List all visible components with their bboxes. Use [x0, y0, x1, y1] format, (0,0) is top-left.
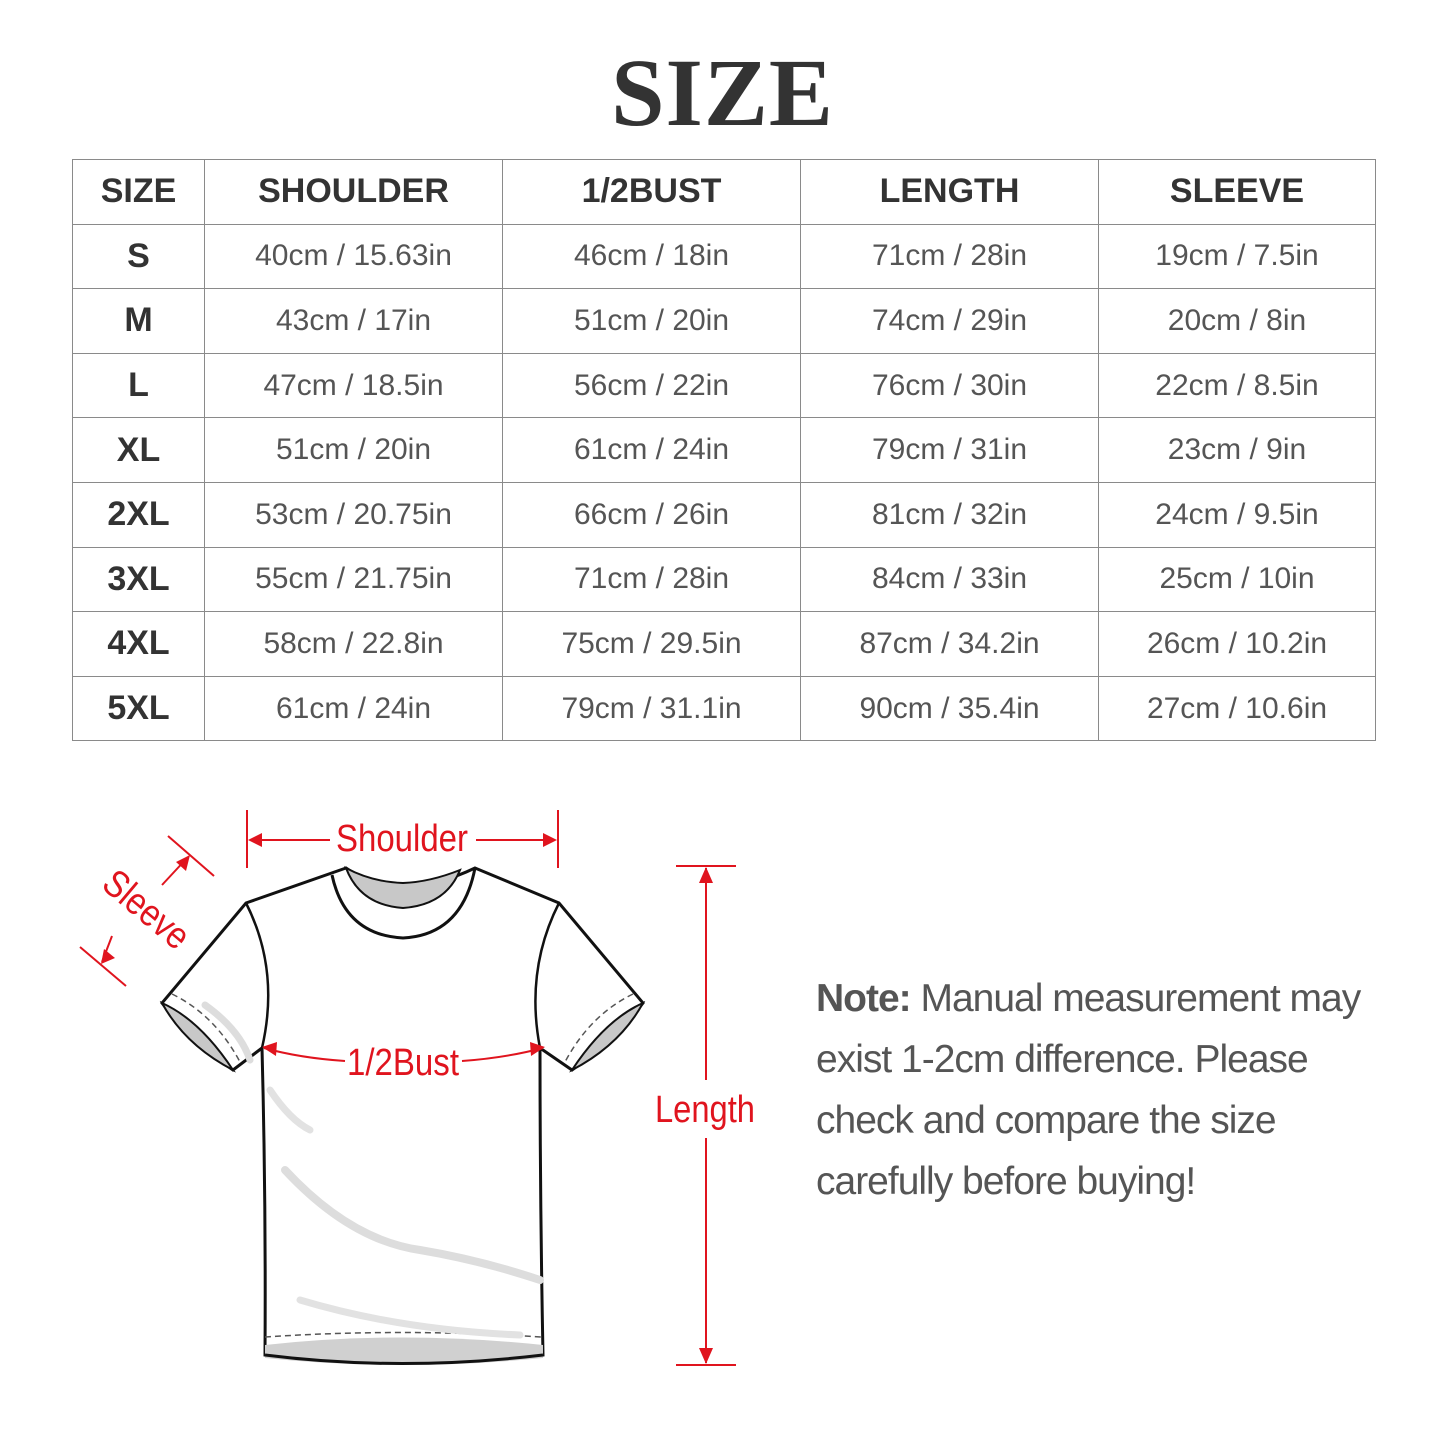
column-header: SIZE [72, 159, 205, 225]
measurement-cell: 66cm / 26in [502, 481, 801, 548]
table-row: 5XL 61cm / 24in 79cm / 31.1in 90cm / 35.4in… [72, 675, 1376, 742]
table-row: 2XL 53cm / 20.75in 66cm / 26in 81cm / 32in 2… [72, 481, 1376, 548]
measurement-cell: 51cm / 20in [204, 417, 503, 483]
size-table: SIZE SHOULDER 1/2BUST LENGTH SLEEVE S 40cm / … [72, 159, 1376, 742]
measurement-cell: 47cm / 18.5in [204, 352, 503, 419]
column-header: LENGTH [800, 159, 1099, 225]
size-cell: L [72, 352, 205, 419]
measurement-cell: 90cm / 35.4in [800, 675, 1099, 742]
measurement-cell: 56cm / 22in [502, 352, 801, 419]
measurement-cell: 25cm / 10in [1098, 546, 1376, 613]
tshirt-illustration [159, 865, 646, 1365]
table-row: M 43cm / 17in 51cm / 20in 74cm / 29in 20cm /… [72, 288, 1376, 354]
measurement-cell: 23cm / 9in [1098, 417, 1376, 483]
note-text: Note: Manual measurement may exist 1-2cm… [816, 968, 1396, 1212]
table-row: 3XL 55cm / 21.75in 71cm / 28in 84cm / 33in 2… [72, 546, 1376, 613]
measurement-cell: 79cm / 31in [800, 417, 1099, 483]
measurement-cell: 61cm / 24in [502, 417, 801, 483]
measurement-cell: 26cm / 10.2in [1098, 611, 1376, 677]
measurement-cell: 71cm / 28in [502, 546, 801, 613]
measurement-cell: 84cm / 33in [800, 546, 1099, 613]
measurement-cell: 24cm / 9.5in [1098, 481, 1376, 548]
measurement-cell: 22cm / 8.5in [1098, 352, 1376, 419]
measurement-cell: 74cm / 29in [800, 288, 1099, 354]
measurement-cell: 61cm / 24in [204, 675, 503, 742]
measurement-cell: 55cm / 21.75in [204, 546, 503, 613]
size-cell: 4XL [72, 611, 205, 677]
measurement-cell: 27cm / 10.6in [1098, 675, 1376, 742]
table-row: S 40cm / 15.63in 46cm / 18in 71cm / 28in 19c… [72, 223, 1376, 290]
size-cell: M [72, 288, 205, 354]
size-cell: 5XL [72, 675, 205, 742]
size-cell: 2XL [72, 481, 205, 548]
measurement-cell: 46cm / 18in [502, 223, 801, 290]
shoulder-label: Shoulder [336, 818, 468, 860]
measurement-cell: 79cm / 31.1in [502, 675, 801, 742]
bust-label: 1/2Bust [347, 1042, 459, 1084]
measurement-cell: 20cm / 8in [1098, 288, 1376, 354]
size-cell: S [72, 223, 205, 290]
table-header-row: SIZE SHOULDER 1/2BUST LENGTH SLEEVE [72, 159, 1376, 225]
table-row: L 47cm / 18.5in 56cm / 22in 76cm / 30in 22cm… [72, 352, 1376, 419]
note-label: Note: [816, 977, 912, 1020]
column-header: 1/2BUST [502, 159, 801, 225]
measurement-arrows [79, 810, 736, 1366]
measurement-cell: 40cm / 15.63in [204, 223, 503, 290]
measurement-cell: 53cm / 20.75in [204, 481, 503, 548]
measurement-cell: 81cm / 32in [800, 481, 1099, 548]
measurement-cell: 19cm / 7.5in [1098, 223, 1376, 290]
measurement-cell: 58cm / 22.8in [204, 611, 503, 677]
measurement-cell: 75cm / 29.5in [502, 611, 801, 677]
note-body: Manual measurement may exist 1-2cm diffe… [816, 977, 1361, 1203]
measurement-cell: 76cm / 30in [800, 352, 1099, 419]
measurement-cell: 51cm / 20in [502, 288, 801, 354]
measurement-cell: 43cm / 17in [204, 288, 503, 354]
page-title: SIZE [611, 39, 834, 146]
column-header: SLEEVE [1098, 159, 1376, 225]
size-cell: 3XL [72, 546, 205, 613]
length-label: Length [655, 1089, 755, 1131]
table-row: XL 51cm / 20in 61cm / 24in 79cm / 31in 23cm … [72, 417, 1376, 483]
